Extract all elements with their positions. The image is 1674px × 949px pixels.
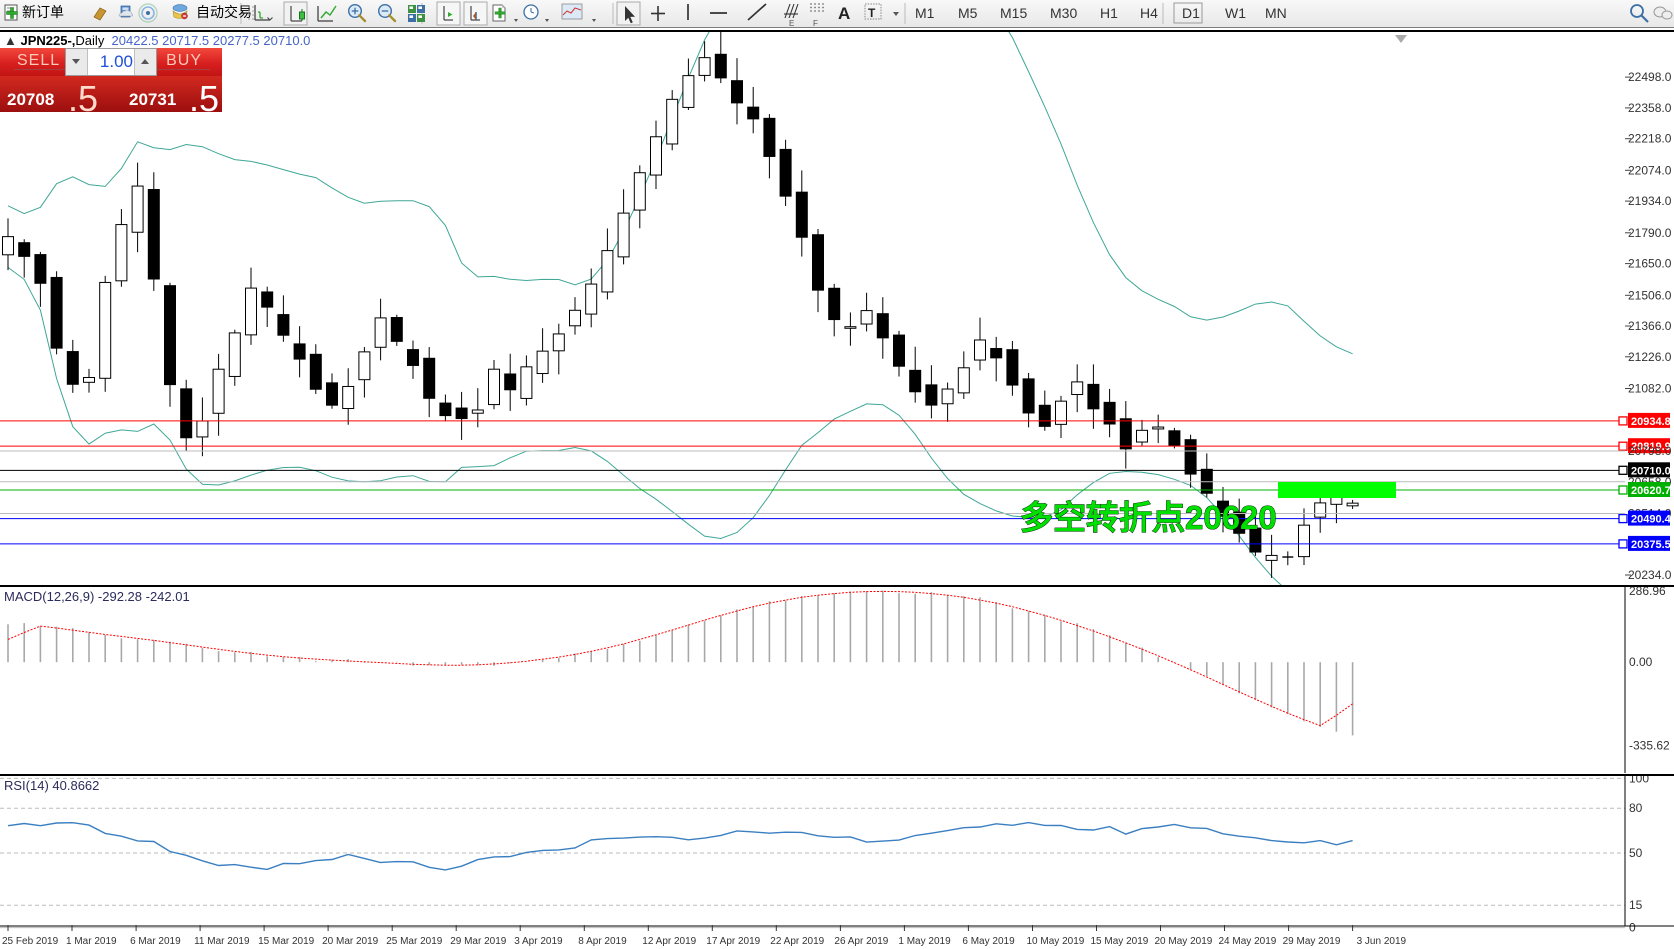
svg-text:22358.0: 22358.0 — [1628, 101, 1672, 115]
svg-text:M30: M30 — [1050, 5, 1077, 21]
svg-text:3 Jun 2019: 3 Jun 2019 — [1357, 936, 1407, 947]
svg-text:20 Mar 2019: 20 Mar 2019 — [322, 936, 379, 947]
svg-text:100: 100 — [1629, 776, 1649, 785]
svg-text:10 May 2019: 10 May 2019 — [1027, 936, 1085, 947]
svg-text:0.00: 0.00 — [1629, 655, 1653, 669]
svg-text:20234.0: 20234.0 — [1628, 568, 1672, 582]
svg-text:H1: H1 — [1100, 5, 1118, 21]
svg-text:26 Apr 2019: 26 Apr 2019 — [834, 936, 888, 947]
svg-text:T: T — [868, 6, 876, 20]
svg-text:1 Mar 2019: 1 Mar 2019 — [66, 936, 117, 947]
svg-text:15 Mar 2019: 15 Mar 2019 — [258, 936, 315, 947]
svg-text:22498.0: 22498.0 — [1628, 70, 1672, 84]
svg-text:15 May 2019: 15 May 2019 — [1091, 936, 1149, 947]
svg-text:M15: M15 — [1000, 5, 1027, 21]
svg-text:15: 15 — [1629, 898, 1643, 912]
svg-text:80: 80 — [1629, 801, 1643, 815]
svg-text:20375.5: 20375.5 — [1631, 539, 1671, 551]
svg-text:21650.0: 21650.0 — [1628, 257, 1672, 271]
svg-text:12 Apr 2019: 12 Apr 2019 — [642, 936, 696, 947]
svg-text:29 Mar 2019: 29 Mar 2019 — [450, 936, 507, 947]
svg-text:H4: H4 — [1140, 5, 1158, 21]
svg-text:8 Apr 2019: 8 Apr 2019 — [578, 936, 627, 947]
svg-text:286.96: 286.96 — [1629, 587, 1666, 598]
svg-text:21366.0: 21366.0 — [1628, 319, 1672, 333]
svg-text:21226.0: 21226.0 — [1628, 350, 1672, 364]
svg-text:21506.0: 21506.0 — [1628, 288, 1672, 302]
svg-text:3 Apr 2019: 3 Apr 2019 — [514, 936, 563, 947]
svg-text:11 Mar 2019: 11 Mar 2019 — [194, 936, 250, 947]
svg-text:20798.0: 20798.0 — [1628, 444, 1672, 458]
svg-text:50: 50 — [1629, 846, 1643, 860]
svg-text:1 May 2019: 1 May 2019 — [898, 936, 951, 947]
svg-text:6 May 2019: 6 May 2019 — [962, 936, 1015, 947]
svg-text:17 Apr 2019: 17 Apr 2019 — [706, 936, 760, 947]
svg-text:6 Mar 2019: 6 Mar 2019 — [130, 936, 181, 947]
svg-text:21934.0: 21934.0 — [1628, 194, 1672, 208]
svg-text:25 Mar 2019: 25 Mar 2019 — [386, 936, 443, 947]
svg-text:21790.0: 21790.0 — [1628, 226, 1672, 240]
svg-text:25 Feb 2019: 25 Feb 2019 — [2, 936, 59, 947]
svg-text:F: F — [813, 19, 818, 27]
svg-text:24 May 2019: 24 May 2019 — [1219, 936, 1277, 947]
svg-text:E: E — [789, 19, 794, 27]
svg-text:22 Apr 2019: 22 Apr 2019 — [770, 936, 824, 947]
svg-text:22218.0: 22218.0 — [1628, 132, 1672, 146]
svg-text:自动交易: 自动交易 — [196, 4, 252, 20]
svg-text:M1: M1 — [915, 5, 935, 21]
svg-text:W1: W1 — [1225, 5, 1246, 21]
svg-text:MN: MN — [1265, 5, 1287, 21]
svg-text:20620.7: 20620.7 — [1631, 485, 1671, 497]
svg-text:0: 0 — [1629, 921, 1636, 935]
svg-text:20490.4: 20490.4 — [1631, 514, 1672, 526]
svg-text:新订单: 新订单 — [22, 4, 64, 20]
svg-text:D1: D1 — [1182, 5, 1200, 21]
svg-text:多空转折点20620: 多空转折点20620 — [1020, 499, 1277, 536]
svg-text:29 May 2019: 29 May 2019 — [1283, 936, 1341, 947]
svg-text:M5: M5 — [958, 5, 978, 21]
svg-text:21082.0: 21082.0 — [1628, 382, 1672, 396]
svg-text:22074.0: 22074.0 — [1628, 163, 1672, 177]
svg-text:A: A — [838, 4, 850, 23]
svg-text:20 May 2019: 20 May 2019 — [1155, 936, 1213, 947]
svg-text:20934.8: 20934.8 — [1631, 416, 1671, 428]
svg-text:-335.62: -335.62 — [1629, 738, 1670, 752]
